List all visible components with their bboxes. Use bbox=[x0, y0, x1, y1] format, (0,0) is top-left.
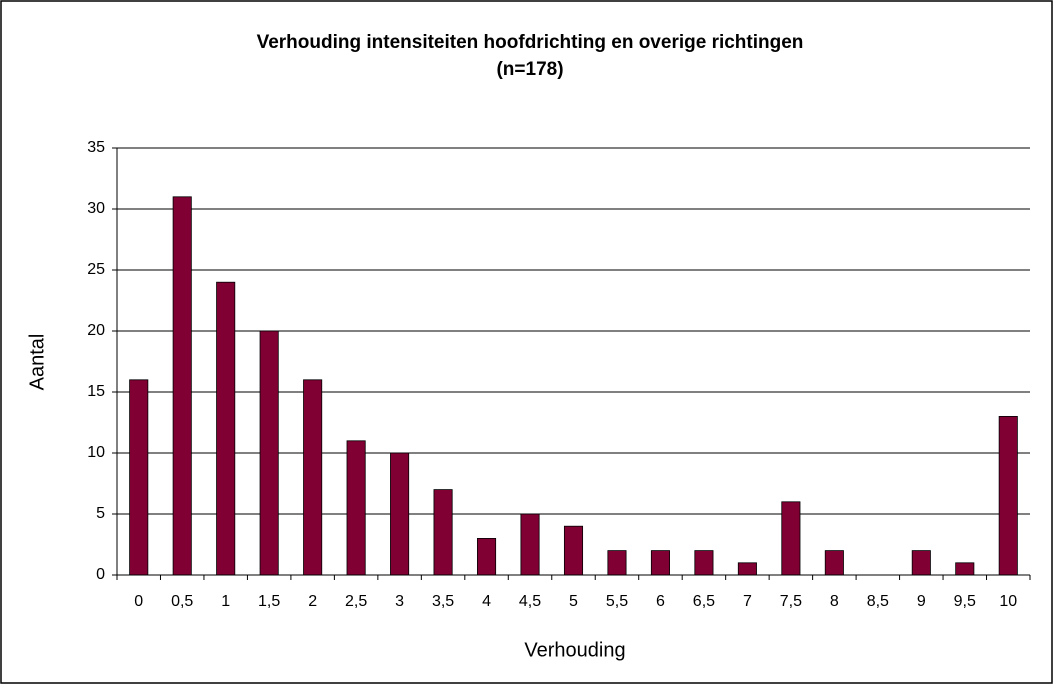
x-tick-label: 6 bbox=[656, 593, 665, 610]
x-tick-label: 4 bbox=[482, 593, 491, 610]
bar bbox=[998, 415, 1018, 576]
bar bbox=[955, 562, 975, 576]
x-tick-label: 8,5 bbox=[867, 593, 889, 610]
x-tick-label: 0,5 bbox=[171, 593, 193, 610]
chart-subtitle: (n=178) bbox=[496, 59, 563, 80]
bar bbox=[694, 550, 714, 576]
x-axis-label: Verhouding bbox=[524, 639, 625, 661]
x-tick-label: 8 bbox=[830, 593, 839, 610]
bar bbox=[563, 525, 584, 576]
bar bbox=[433, 489, 453, 576]
bar bbox=[607, 550, 627, 576]
y-tick-label: 20 bbox=[87, 322, 105, 339]
x-tick-label: 2,5 bbox=[345, 593, 367, 610]
y-tick-label: 15 bbox=[87, 383, 105, 400]
x-tick-label: 4,5 bbox=[519, 593, 541, 610]
x-tick-label: 3 bbox=[395, 593, 404, 610]
bar bbox=[824, 550, 844, 576]
bar bbox=[520, 513, 540, 576]
x-tick-label: 6,5 bbox=[693, 593, 715, 610]
bar bbox=[303, 379, 323, 576]
bar bbox=[781, 501, 801, 576]
bar bbox=[650, 550, 670, 576]
y-tick-label: 35 bbox=[87, 139, 105, 156]
bar bbox=[911, 550, 931, 576]
x-tick-label: 0 bbox=[134, 593, 143, 610]
bar bbox=[390, 452, 410, 576]
x-tick-label: 2 bbox=[308, 593, 317, 610]
x-tick-label: 7 bbox=[743, 593, 752, 610]
x-tick-label: 7,5 bbox=[780, 593, 802, 610]
bar bbox=[477, 538, 497, 576]
x-tick-label: 3,5 bbox=[432, 593, 454, 610]
bar bbox=[346, 440, 366, 576]
x-tick-label: 5,5 bbox=[606, 593, 628, 610]
x-tick-label: 5 bbox=[569, 593, 578, 610]
bar bbox=[216, 281, 236, 576]
x-tick-label: 9,5 bbox=[954, 593, 976, 610]
x-tick-label: 10 bbox=[999, 593, 1017, 610]
y-tick-label: 25 bbox=[87, 261, 105, 278]
y-tick-label: 0 bbox=[96, 566, 105, 583]
x-tick-label: 9 bbox=[917, 593, 926, 610]
bar bbox=[259, 330, 279, 576]
bar bbox=[737, 562, 757, 576]
x-tick-label: 1 bbox=[221, 593, 230, 610]
y-tick-label: 10 bbox=[87, 444, 105, 461]
chart-title: Verhouding intensiteiten hoofdrichting e… bbox=[257, 32, 804, 53]
y-axis-label: Aantal bbox=[26, 334, 48, 391]
x-tick-label: 1,5 bbox=[258, 593, 280, 610]
y-tick-label: 5 bbox=[96, 505, 105, 522]
y-tick-label: 30 bbox=[87, 200, 105, 217]
bar bbox=[129, 379, 149, 576]
bar bbox=[172, 196, 192, 576]
